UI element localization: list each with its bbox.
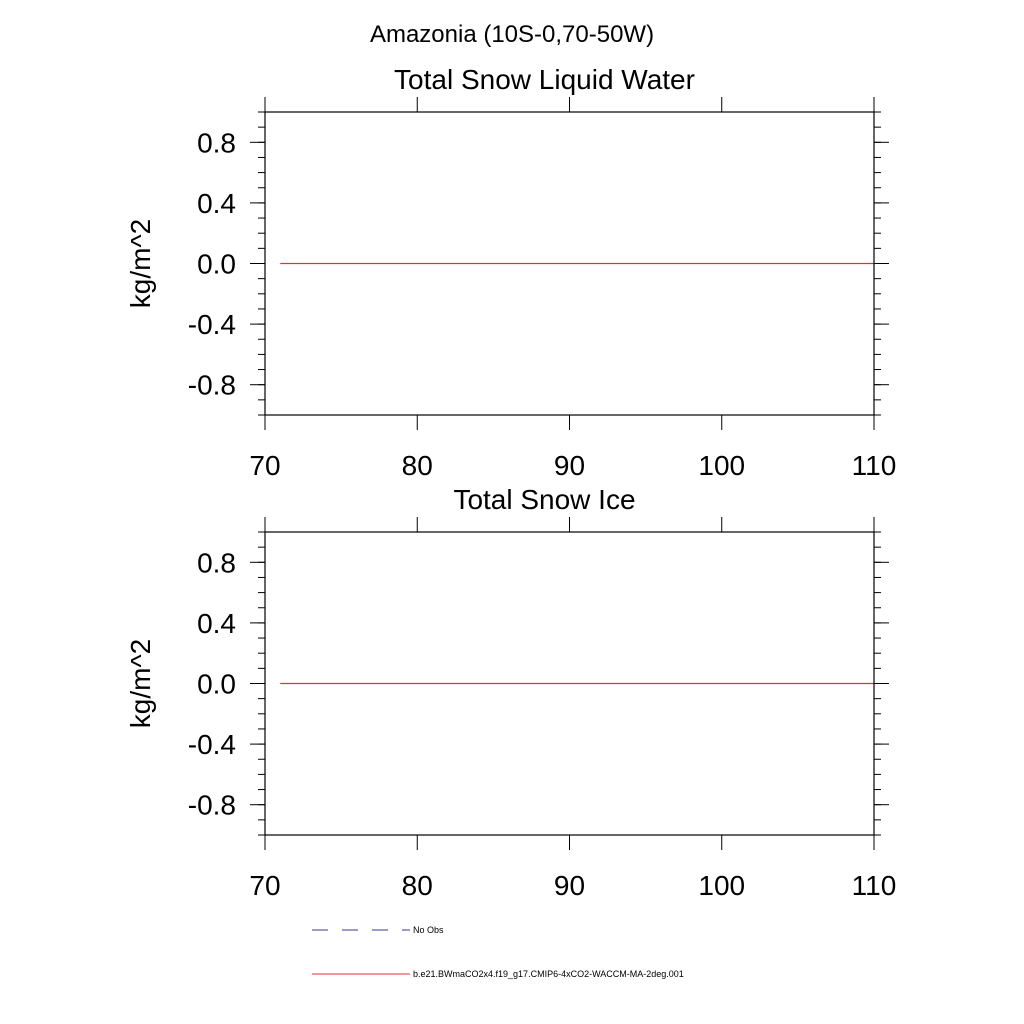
x-tick-label: 100 — [698, 450, 745, 481]
x-tick-label: 70 — [249, 450, 280, 481]
figure-title: Amazonia (10S-0,70-50W) — [370, 21, 654, 48]
y-tick-label: -0.8 — [188, 370, 236, 401]
x-tick-label: 80 — [402, 450, 433, 481]
y-tick-label: 0.0 — [197, 249, 236, 280]
x-tick-label: 90 — [554, 450, 585, 481]
x-tick-label: 110 — [852, 870, 897, 901]
x-tick-label: 70 — [249, 870, 280, 901]
x-tick-label: 110 — [852, 450, 897, 481]
chart-panel-snow-ice: Total Snow Ice kg/m^2 70 80 90 100 110 0.8 0.4 0.… — [125, 484, 896, 901]
x-tick-label: 80 — [402, 870, 433, 901]
y-axis-label: kg/m^2 — [125, 639, 156, 728]
chart-panel-snow-liquid-water: Total Snow Liquid Water kg/m^2 70 80 90 100 11… — [125, 64, 896, 481]
y-axis-label: kg/m^2 — [125, 219, 156, 308]
panel-title: Total Snow Liquid Water — [394, 64, 695, 95]
panel-title: Total Snow Ice — [453, 484, 635, 515]
y-tick-label: 0.0 — [197, 669, 236, 700]
y-tick-label: -0.8 — [188, 790, 236, 821]
y-tick-label: -0.4 — [188, 729, 236, 760]
legend-label-model-run: b.e21.BWmaCO2x4.f19_g17.CMIP6-4xCO2-WACC… — [413, 969, 684, 979]
x-tick-label: 100 — [698, 870, 745, 901]
y-tick-label: 0.8 — [197, 547, 236, 578]
y-tick-label: 0.4 — [197, 608, 236, 639]
y-tick-label: -0.4 — [188, 309, 236, 340]
legend: No Obs b.e21.BWmaCO2x4.f19_g17.CMIP6-4xC… — [312, 925, 684, 979]
y-tick-label: 0.4 — [197, 188, 236, 219]
y-tick-label: 0.8 — [197, 127, 236, 158]
legend-label-no-obs: No Obs — [413, 925, 444, 935]
x-tick-label: 90 — [554, 870, 585, 901]
